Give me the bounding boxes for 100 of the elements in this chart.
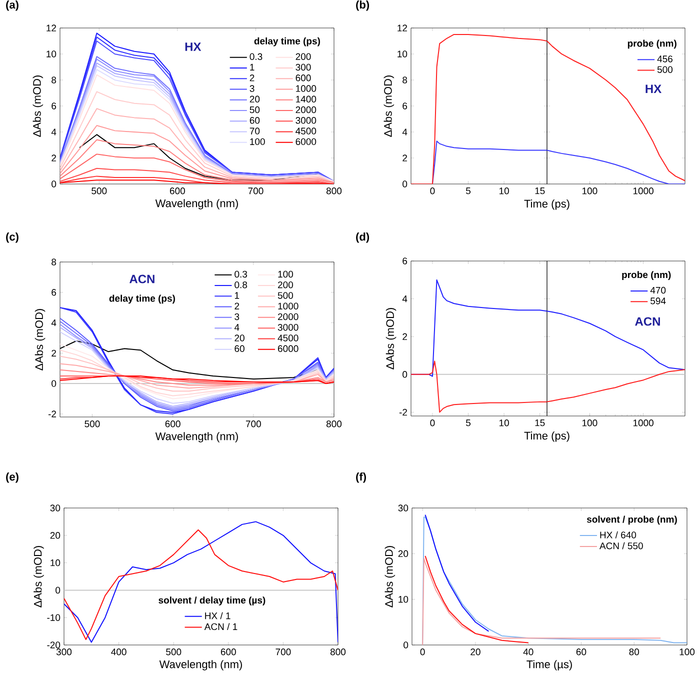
x-axis-title: Time (ps) [524, 432, 570, 442]
legend-title: solvent / delay time (µs) [158, 596, 266, 606]
x-tick-label: 1000 [633, 188, 654, 194]
x-tick-label: 500 [166, 648, 182, 656]
legend-label: 3 [250, 85, 254, 92]
legend-label: 300 [296, 64, 311, 71]
x-tick-label: 400 [111, 648, 126, 656]
x-tick-label: 800 [330, 648, 346, 656]
x-tick-label: 40 [523, 648, 534, 656]
y-tick-label: 12 [398, 24, 407, 32]
chart-title: (c) [6, 232, 18, 243]
legend-label: 1000 [296, 85, 316, 92]
y-axis-title: ΔAbs (mOD) [34, 546, 44, 608]
x-tick-label: 0 [420, 648, 425, 656]
legend-label: HX / 1 [205, 612, 230, 620]
x-tick-label: 700 [276, 648, 291, 656]
x-tick-label: 20 [470, 648, 480, 656]
y-tick-label: 8 [52, 258, 56, 266]
x-tick-label: 100 [582, 420, 598, 426]
y-tick-label: 10 [398, 50, 408, 58]
y-tick-label: 2 [402, 333, 407, 340]
legend-label: 1400 [296, 96, 316, 103]
y-axis-title: ΔAbs (mOD) [384, 546, 396, 608]
y-tick-label: 12 [46, 24, 56, 32]
x-tick-label: 500 [92, 188, 107, 194]
x-tick-label: 10 [499, 420, 509, 426]
y-tick-label: 6 [52, 102, 56, 110]
y-tick-label: 6 [402, 102, 408, 110]
x-tick-label: 1000 [633, 420, 654, 426]
legend-label: 20 [234, 334, 244, 342]
legend-label: 100 [278, 270, 293, 278]
y-tick-label: 0 [52, 180, 56, 188]
chart-title: (a) [6, 0, 18, 11]
legend-label: 2000 [296, 106, 316, 114]
x-tick-label: 100 [582, 188, 598, 194]
y-tick-label: -10 [47, 614, 60, 621]
annotation: HX [646, 84, 662, 93]
annotation: ACN [130, 274, 154, 284]
legend-label: 1000 [278, 302, 298, 310]
y-tick-label: -2 [48, 410, 56, 418]
chart-title: (e) [6, 472, 18, 483]
x-axis-title: Wavelength (nm) [155, 432, 238, 442]
y-tick-label: 6 [52, 289, 56, 296]
legend-label: 200 [278, 281, 293, 288]
x-tick-label: 300 [56, 648, 72, 656]
legend-label: 456 [657, 56, 672, 62]
y-tick-label: -2 [399, 408, 407, 416]
x-axis-title: Time (ps) [524, 200, 570, 210]
legend-label: 100 [250, 138, 265, 146]
y-tick-label: 2 [52, 350, 56, 356]
legend-label: 4500 [278, 334, 298, 342]
legend-label: 50 [250, 106, 260, 114]
x-tick-label: 60 [576, 648, 586, 656]
x-tick-label: 15 [535, 188, 545, 194]
x-tick-label: 700 [246, 420, 261, 428]
y-tick-label: 0 [56, 586, 60, 594]
legend-label: ACN / 1 [204, 623, 238, 630]
legend-title: delay time (ps) [109, 294, 175, 304]
legend-label: 500 [657, 66, 673, 73]
x-tick-label: 100 [680, 648, 695, 656]
legend-label: 0.8 [234, 281, 248, 288]
x-tick-label: 800 [326, 420, 342, 428]
legend-title: solvent / probe (nm) [586, 516, 677, 525]
legend-title: probe (nm) [628, 40, 676, 49]
x-tick-label: 800 [326, 188, 342, 194]
x-axis-title: Wavelength (nm) [155, 199, 238, 210]
legend-label: 2000 [278, 313, 298, 320]
legend-label: 0.3 [250, 53, 262, 60]
x-axis-title: Time (µs) [526, 660, 572, 670]
y-tick-label: 8 [52, 76, 56, 84]
legend-label: 200 [296, 53, 311, 60]
x-tick-label: 600 [170, 188, 185, 194]
legend-label: HX / 640 [600, 531, 636, 538]
legend-title: delay time (ps) [254, 37, 320, 46]
y-axis-title: ΔAbs (mOD) [386, 308, 396, 370]
y-tick-label: 4 [51, 320, 56, 326]
y-tick-label: 8 [402, 76, 408, 84]
y-tick-label: 6 [402, 258, 408, 264]
y-tick-label: 30 [50, 504, 60, 512]
legend-label: 60 [234, 345, 244, 352]
legend-label: 6000 [296, 138, 316, 146]
y-tick-label: 10 [46, 50, 56, 58]
legend-label: 2 [250, 74, 254, 82]
y-tick-label: 20 [398, 550, 408, 558]
legend-label: 3000 [278, 324, 298, 331]
x-tick-label: 80 [629, 648, 640, 656]
x-tick-label: 5 [466, 188, 471, 194]
legend-label: 4 [234, 324, 240, 331]
y-tick-label: 0 [402, 180, 408, 188]
chart-title: (d) [356, 232, 370, 243]
legend-label: 1 [234, 292, 240, 299]
x-tick-label: 500 [84, 420, 100, 428]
y-tick-label: 2 [52, 154, 56, 162]
x-axis-title: Wavelength (nm) [159, 660, 242, 670]
x-tick-label: 0 [430, 420, 435, 426]
chart-title: (f) [356, 472, 366, 483]
chart-title: (b) [356, 0, 370, 11]
y-axis-title: ΔAbs (mOD) [34, 309, 46, 370]
x-tick-label: 0 [430, 188, 435, 194]
legend-label: 3000 [296, 117, 316, 124]
